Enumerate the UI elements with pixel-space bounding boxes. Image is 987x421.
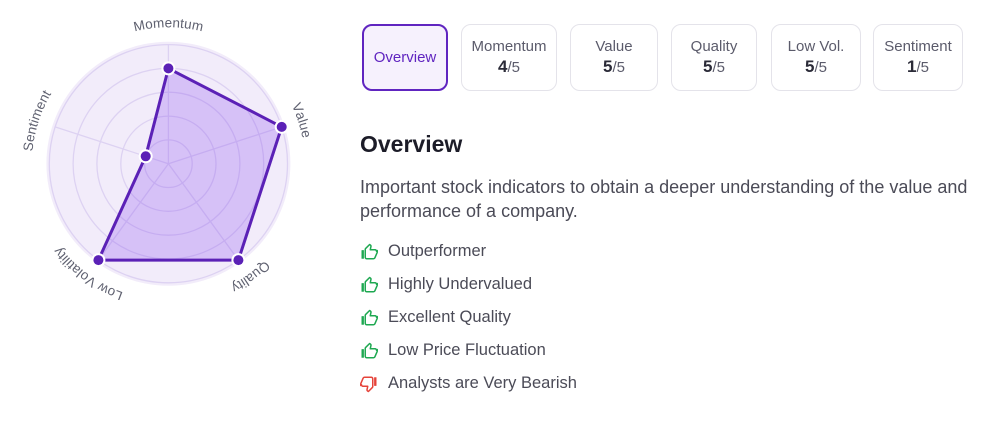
svg-text:e: e xyxy=(165,15,173,30)
svg-text:m: m xyxy=(191,17,205,34)
svg-text:m: m xyxy=(152,15,164,31)
